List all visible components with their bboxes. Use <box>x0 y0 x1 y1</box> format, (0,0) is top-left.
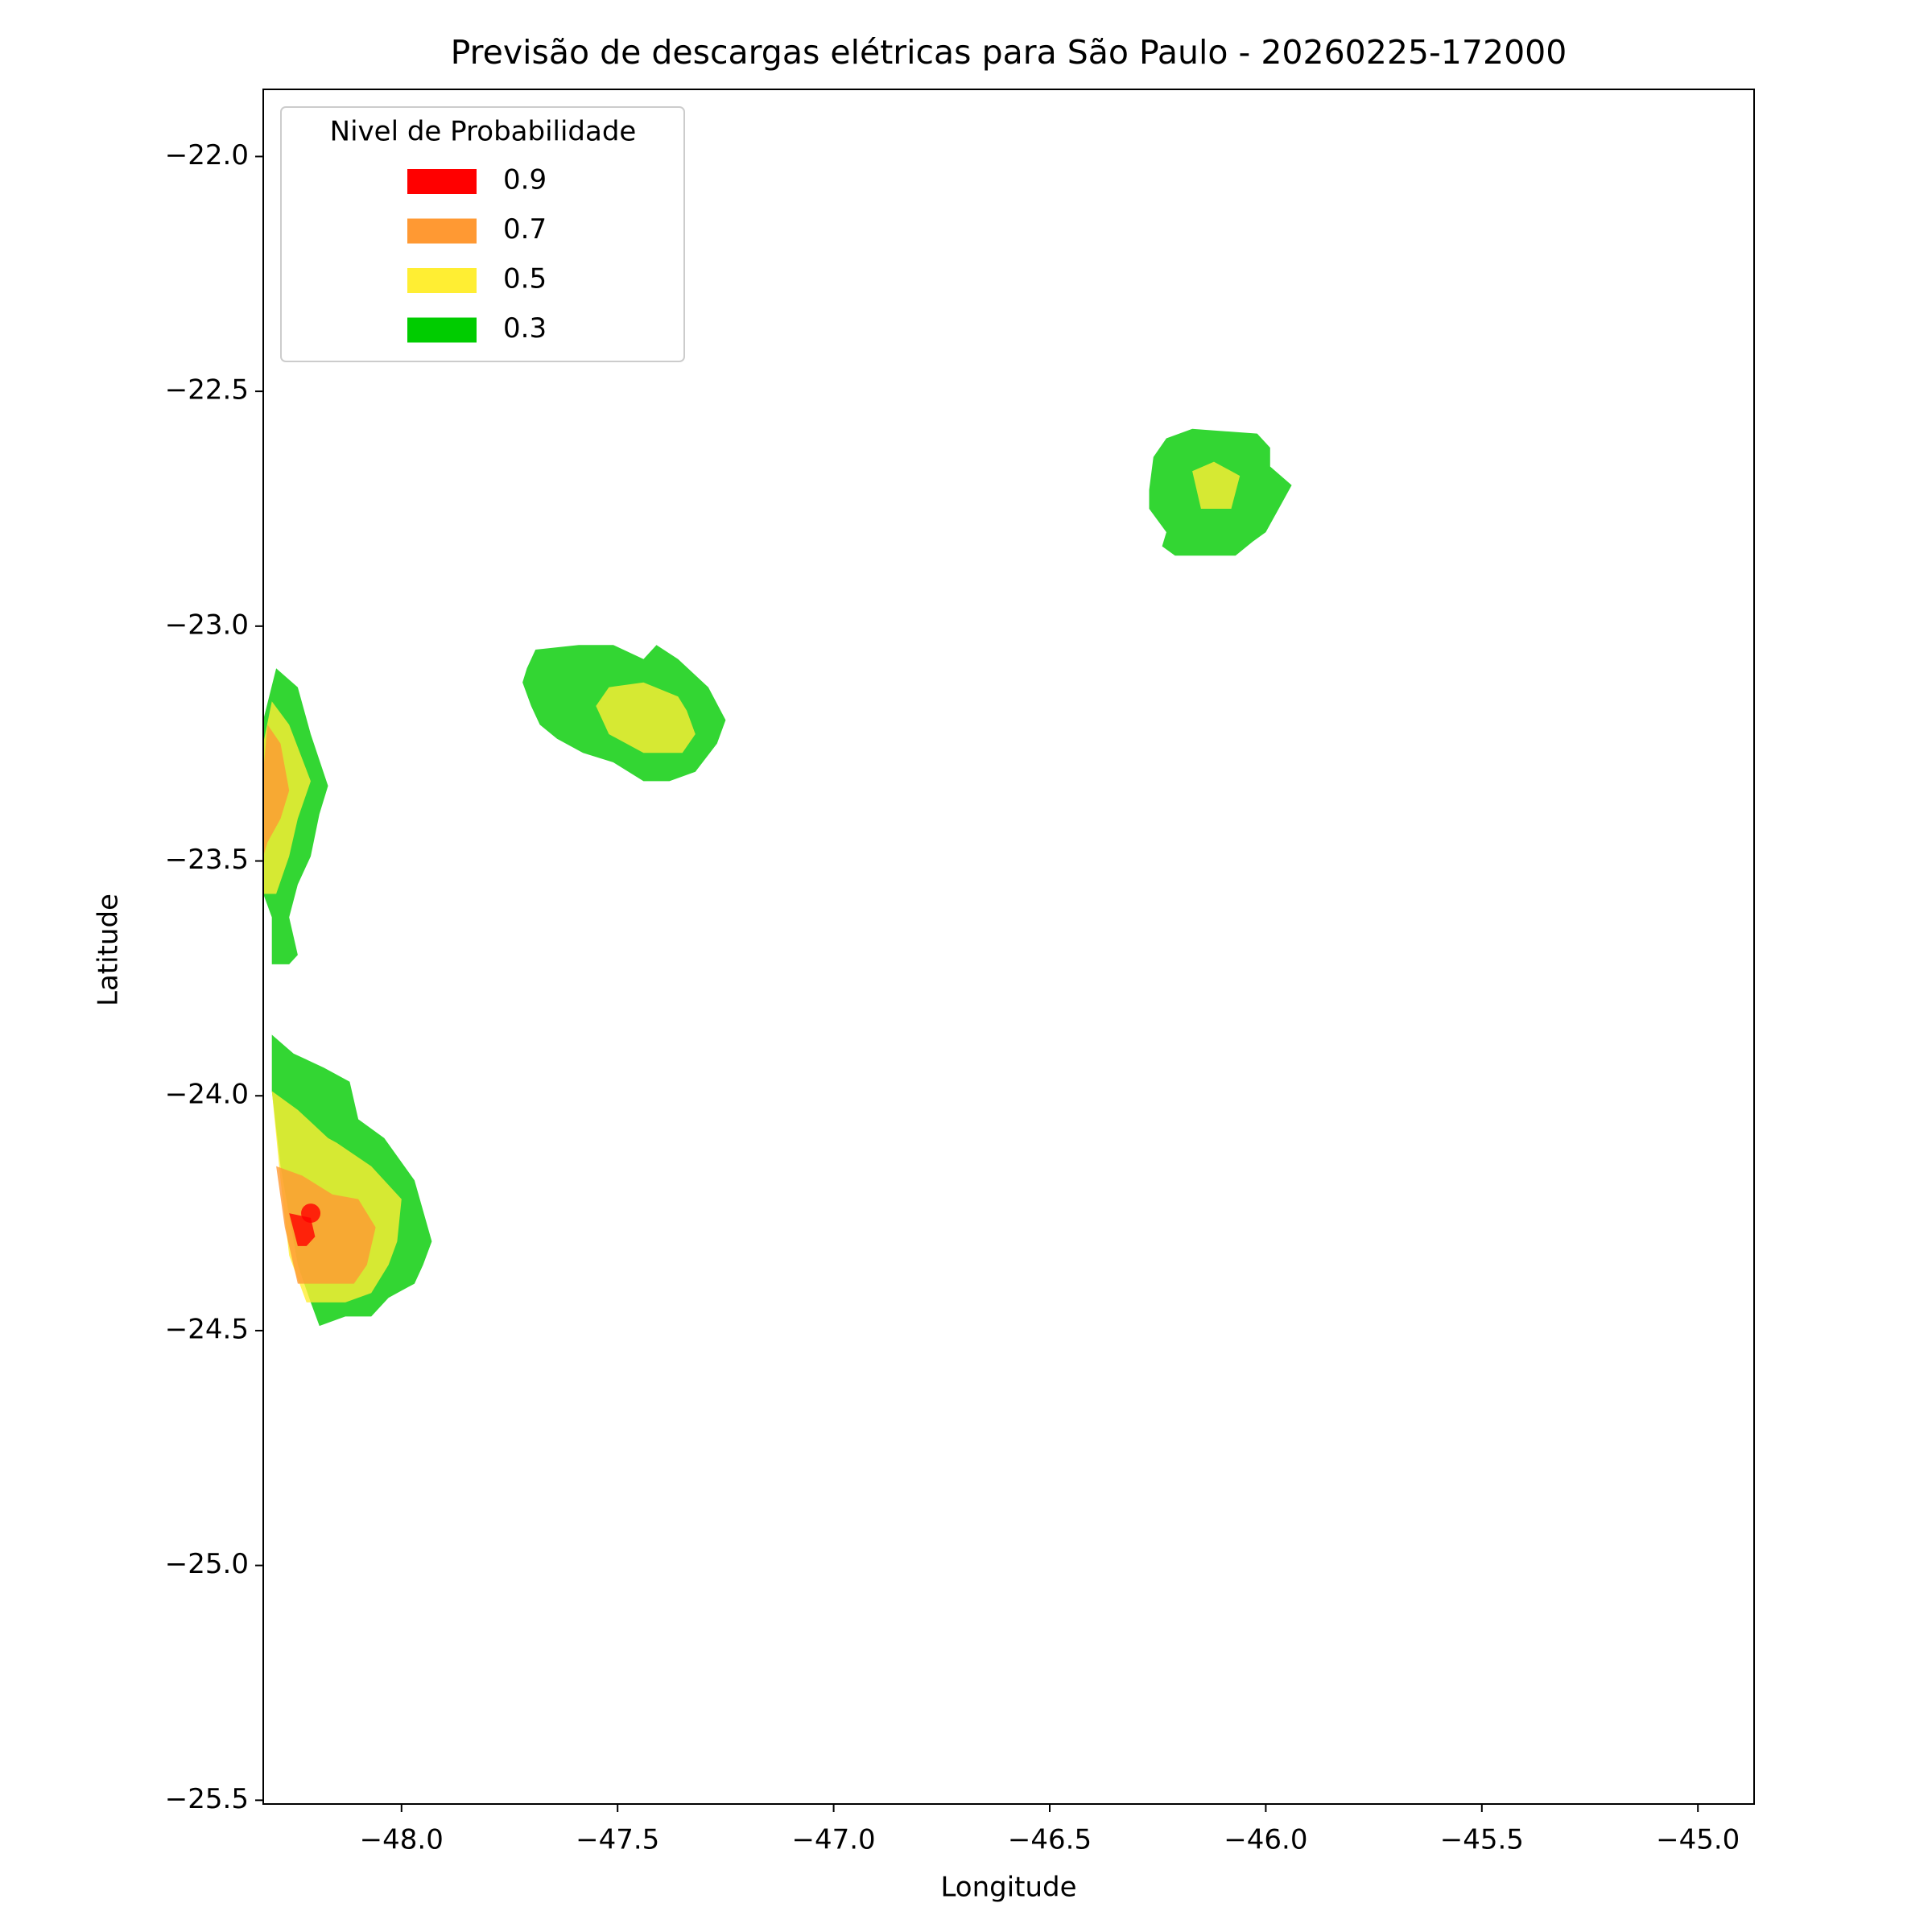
x-tick-label: −46.5 <box>1008 1824 1092 1856</box>
y-tick-label: −24.0 <box>165 1079 249 1111</box>
x-axis-label: Longitude <box>940 1872 1076 1904</box>
y-tick-label: −25.5 <box>165 1783 249 1815</box>
x-tick-label: −45.0 <box>1656 1824 1740 1856</box>
legend-label: 0.3 <box>503 312 547 345</box>
x-tick-label: −46.0 <box>1224 1824 1307 1856</box>
marker <box>301 1203 321 1224</box>
y-tick-label: −23.0 <box>165 609 249 641</box>
plot-frame <box>262 89 1755 1805</box>
y-tick-label: −22.0 <box>165 139 249 171</box>
contour-region <box>263 724 290 857</box>
chart-title: Previsão de descargas elétricas para São… <box>451 33 1567 72</box>
legend-swatch <box>407 218 477 244</box>
x-tick-label: −47.0 <box>791 1824 875 1856</box>
x-tick-label: −47.5 <box>576 1824 659 1856</box>
contour-region <box>1192 461 1241 509</box>
x-tick-label: −45.5 <box>1440 1824 1524 1856</box>
y-tick-label: −25.0 <box>165 1548 249 1580</box>
legend-label: 0.7 <box>503 213 547 246</box>
y-axis-label: Latitude <box>93 894 125 1006</box>
legend-label: 0.5 <box>503 263 547 295</box>
legend-title: Nivel de Probabilidade <box>330 116 637 148</box>
legend-swatch <box>407 268 477 293</box>
y-tick-label: −23.5 <box>165 844 249 876</box>
x-tick-label: −48.0 <box>360 1824 444 1856</box>
y-tick-label: −22.5 <box>165 374 249 407</box>
legend-swatch <box>407 169 477 194</box>
legend-box <box>280 106 685 362</box>
legend-swatch <box>407 317 477 343</box>
contour-region <box>276 1166 376 1284</box>
plot-area <box>263 428 1292 1327</box>
legend-label: 0.9 <box>503 164 547 196</box>
contour-region <box>596 682 696 753</box>
y-tick-label: −24.5 <box>165 1313 249 1345</box>
